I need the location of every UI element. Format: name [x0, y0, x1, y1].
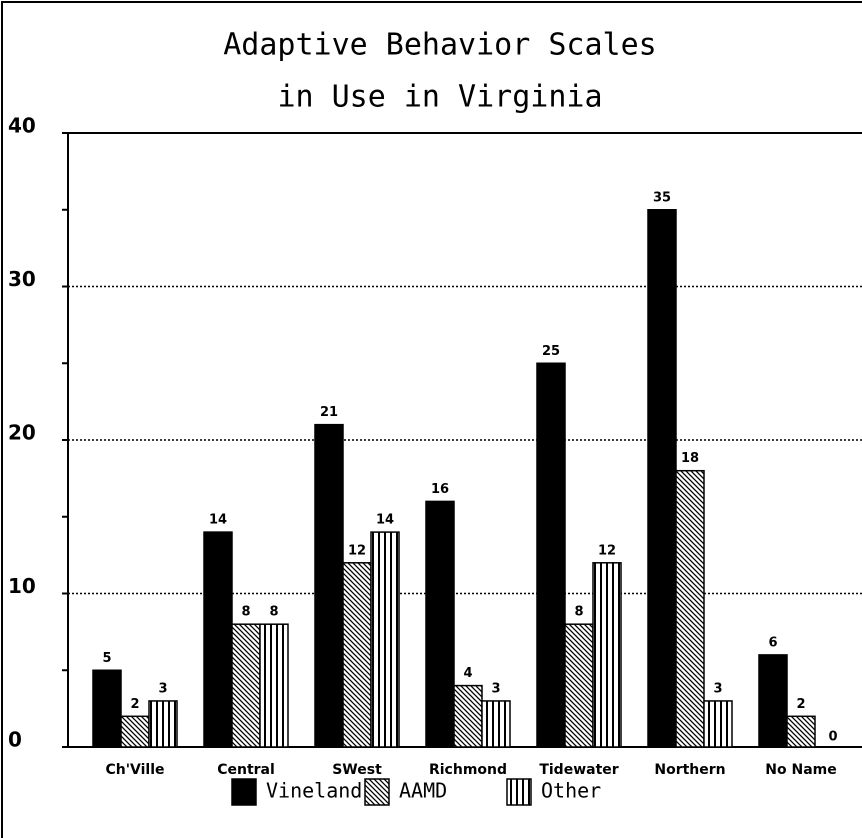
bar [675, 469, 705, 748]
bar [481, 700, 511, 748]
bar [703, 700, 733, 748]
legend-label: Vineland [266, 779, 362, 803]
value-label: 2 [796, 697, 805, 712]
value-label: 12 [598, 543, 616, 558]
value-label: 6 [768, 635, 777, 650]
value-label: 25 [542, 344, 560, 359]
value-label: 21 [320, 405, 338, 420]
legend-label: AAMD [399, 779, 447, 803]
bar [148, 700, 178, 748]
value-label: 8 [574, 605, 583, 620]
value-label: 3 [158, 681, 167, 696]
x-tick-label: Central [217, 762, 275, 778]
bar [92, 669, 122, 748]
bar [203, 531, 233, 748]
x-tick-label: Ch'Ville [105, 762, 164, 778]
bar [231, 623, 261, 748]
bar [786, 715, 816, 748]
chart-title: Adaptive Behavior Scales [223, 28, 656, 63]
legend-swatch [506, 778, 532, 806]
value-label: 35 [653, 190, 671, 205]
y-tick-label: 10 [8, 574, 36, 598]
bar [120, 715, 150, 748]
bar [592, 562, 622, 748]
value-label: 12 [348, 543, 366, 558]
value-label: 14 [376, 513, 394, 528]
value-label: 2 [130, 697, 139, 712]
bar [758, 654, 788, 748]
bar [536, 362, 566, 748]
bar [314, 423, 344, 748]
value-label: 3 [491, 681, 500, 696]
legend-swatch [231, 778, 257, 806]
legend-swatch [364, 778, 390, 806]
value-label: 0 [828, 730, 837, 745]
value-label: 16 [431, 482, 449, 497]
value-label: 8 [269, 605, 278, 620]
x-tick-label: SWest [332, 762, 382, 778]
x-tick-label: Northern [654, 762, 725, 778]
bar [425, 500, 455, 748]
chart-subtitle: in Use in Virginia [277, 80, 602, 115]
legend-label: Other [541, 779, 601, 803]
x-tick-label: No Name [765, 762, 836, 778]
bar [564, 623, 594, 748]
y-tick-label: 20 [8, 421, 36, 445]
x-tick-label: Tidewater [539, 762, 618, 778]
x-tick-label: Richmond [429, 762, 507, 778]
value-label: 4 [463, 666, 472, 681]
y-tick-label: 30 [8, 267, 36, 291]
y-tick-label: 40 [8, 114, 36, 138]
bar [259, 623, 289, 748]
bar [370, 531, 400, 748]
value-label: 14 [209, 513, 227, 528]
value-label: 18 [681, 451, 699, 466]
value-label: 8 [241, 605, 250, 620]
bar [647, 209, 677, 748]
bar [453, 684, 483, 748]
value-label: 3 [713, 681, 722, 696]
y-tick-label: 0 [8, 728, 22, 752]
bar [342, 562, 372, 748]
value-label: 5 [102, 651, 111, 666]
